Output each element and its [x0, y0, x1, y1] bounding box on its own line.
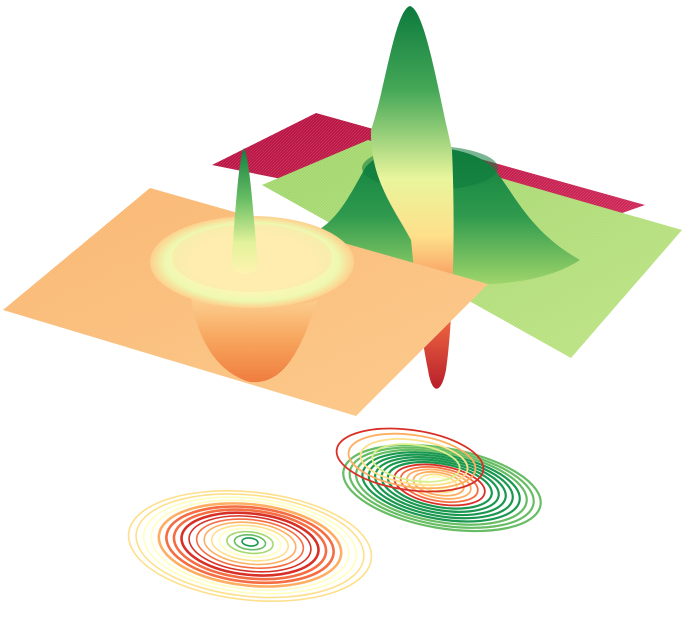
contour-ring: [359, 438, 469, 486]
contour-ring: [157, 502, 343, 588]
contour-ring: [347, 432, 477, 490]
contour-ring: [374, 456, 507, 517]
contour-set-front: [127, 490, 373, 602]
surface-front-sheet: [3, 148, 488, 416]
contour-ring: [165, 505, 335, 585]
contour-ring: [367, 453, 514, 520]
contour-ring: [150, 499, 350, 591]
contour-ring: [412, 470, 465, 497]
contour-ring: [142, 496, 358, 595]
contour-ring: [335, 427, 485, 493]
contour-ring: [241, 537, 259, 547]
contour-ring: [371, 443, 461, 483]
contour-set-middle: [335, 427, 542, 533]
contour-ring: [361, 451, 521, 523]
contour-ring: [195, 518, 305, 569]
contour-ring: [406, 468, 472, 500]
contour-ring: [210, 524, 290, 562]
contour-ring: [233, 533, 267, 551]
contour-ring: [354, 448, 528, 526]
surface-middle-sheet: [262, 6, 682, 389]
contour-ring: [188, 515, 312, 573]
contour-ring: [386, 460, 493, 510]
contour-ring: [203, 521, 297, 566]
contour-ring: [127, 490, 373, 602]
contour-ring: [172, 508, 328, 581]
contour-ring: [180, 511, 320, 577]
surface-front-peak: [231, 148, 258, 274]
contour-ring: [226, 530, 274, 555]
contour-ring: [135, 493, 365, 599]
contour-ring: [218, 527, 282, 558]
surface-front-bowl: [190, 290, 318, 383]
